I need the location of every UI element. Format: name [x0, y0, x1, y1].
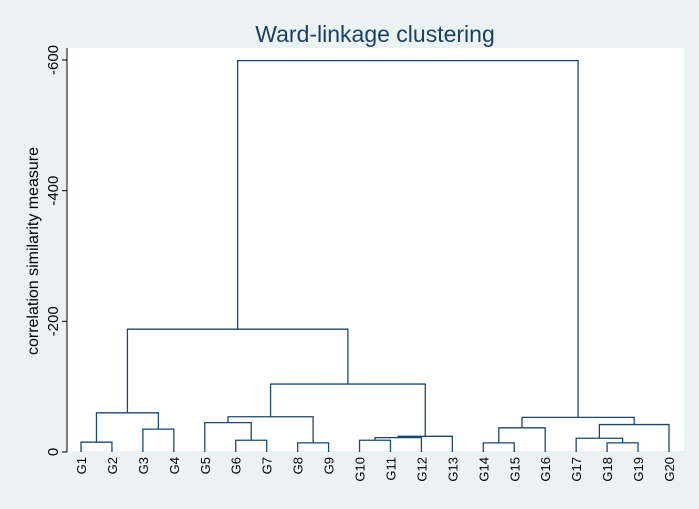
leaf-label-g6: G6 — [229, 457, 244, 474]
leaf-label-g1: G1 — [74, 457, 89, 474]
dendrogram-links — [80, 60, 670, 452]
leaf-label-g4: G4 — [167, 457, 182, 474]
leaf-label-g18: G18 — [600, 457, 615, 482]
y-tick-label: -400 — [45, 176, 62, 206]
leaf-label-g20: G20 — [662, 457, 677, 482]
leaf-label-g16: G16 — [538, 457, 553, 482]
leaf-label-g11: G11 — [383, 457, 398, 481]
y-axis-label: correlation similarity measure — [25, 147, 42, 355]
leaf-label-g3: G3 — [136, 457, 151, 474]
y-axis-ticks: 0 -200 -400 -600 — [45, 45, 67, 456]
dendrogram-link-root — [237, 60, 579, 418]
leaf-label-g8: G8 — [291, 457, 306, 474]
leaf-label-g19: G19 — [631, 457, 646, 482]
y-tick-label: -600 — [45, 45, 62, 75]
leaf-label-g12: G12 — [414, 457, 429, 482]
leaf-label-g5: G5 — [198, 457, 213, 474]
leaf-label-g17: G17 — [569, 457, 584, 482]
leaf-label-g10: G10 — [353, 457, 368, 482]
leaf-label-g14: G14 — [476, 457, 491, 482]
chart-title: Ward-linkage clustering — [255, 21, 494, 47]
leaf-label-g15: G15 — [507, 457, 522, 482]
leaf-labels: G1 G2 G3 G4 G5 G6 G7 G8 G9 G10 G11 G12 G13 G14 G15 G16 G… — [74, 457, 677, 482]
leaf-label-g13: G13 — [445, 457, 460, 482]
leaf-label-g2: G2 — [105, 457, 120, 474]
y-tick-label: -200 — [45, 306, 62, 336]
leaf-label-g7: G7 — [260, 457, 275, 474]
y-tick-label: 0 — [45, 448, 62, 456]
plot-area — [67, 48, 684, 451]
leaf-label-g9: G9 — [322, 457, 337, 474]
